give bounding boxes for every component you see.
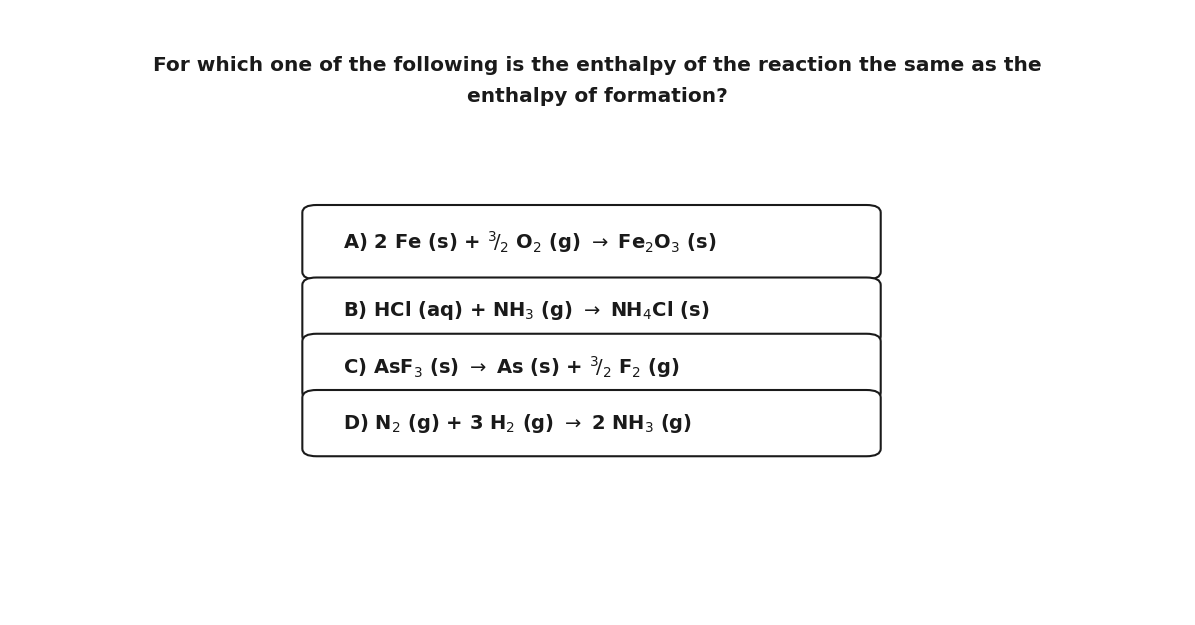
FancyBboxPatch shape	[302, 205, 881, 279]
FancyBboxPatch shape	[302, 390, 881, 456]
Text: enthalpy of formation?: enthalpy of formation?	[467, 88, 728, 106]
Text: A) 2 Fe (s) + $^3\!/_2$ O$_2$ (g) $\rightarrow$ Fe$_2$O$_3$ (s): A) 2 Fe (s) + $^3\!/_2$ O$_2$ (g) $\righ…	[343, 229, 717, 255]
Text: D) N$_2$ (g) + 3 H$_2$ (g) $\rightarrow$ 2 NH$_3$ (g): D) N$_2$ (g) + 3 H$_2$ (g) $\rightarrow$…	[343, 412, 692, 434]
FancyBboxPatch shape	[302, 334, 881, 400]
FancyBboxPatch shape	[302, 278, 881, 344]
Text: B) HCl (aq) + NH$_3$ (g) $\rightarrow$ NH$_4$Cl (s): B) HCl (aq) + NH$_3$ (g) $\rightarrow$ N…	[343, 299, 710, 322]
Text: For which one of the following is the enthalpy of the reaction the same as the: For which one of the following is the en…	[153, 56, 1042, 75]
Text: C) AsF$_3$ (s) $\rightarrow$ As (s) + $^3\!/_2$ F$_2$ (g): C) AsF$_3$ (s) $\rightarrow$ As (s) + $^…	[343, 354, 680, 380]
